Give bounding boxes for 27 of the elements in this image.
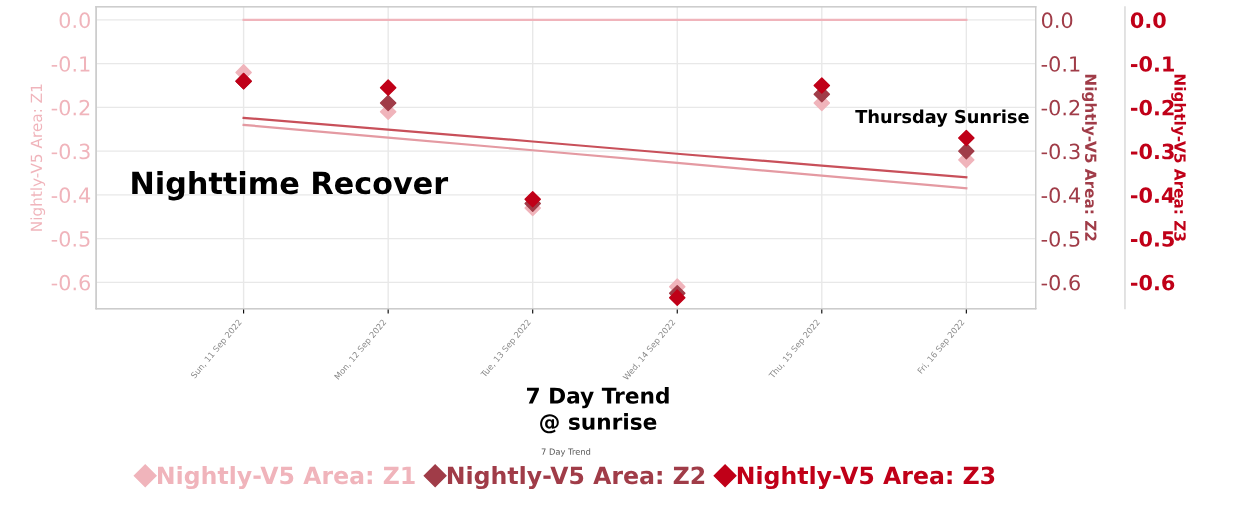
y3-tick-label: -0.6 xyxy=(1130,274,1175,291)
annotation: Thursday Sunrise xyxy=(855,109,1029,127)
y2-tick-label: -0.3 xyxy=(1041,143,1080,160)
y-tick-label: -0.5 xyxy=(51,231,90,247)
y2-tick-label: -0.2 xyxy=(1041,99,1080,116)
y2-tick-label: -0.1 xyxy=(1041,56,1080,72)
y2-tick-label: -0.5 xyxy=(1041,231,1080,247)
y-tick-label: -0.6 xyxy=(51,274,90,291)
legend-label: Nightly-V5 Area: Z3 xyxy=(737,466,995,490)
y3-tick-label: -0.1 xyxy=(1130,56,1174,72)
y-axis-title: Nightly-V5 Area: Z1 xyxy=(30,84,46,231)
y2-tick-label: -0.4 xyxy=(1041,187,1081,204)
y3-tick-label: 0.0 xyxy=(1130,12,1166,29)
y-tick-label: -0.4 xyxy=(51,187,91,204)
y2-axis-title: Nightly-V5 Area: Z2 xyxy=(1081,74,1097,241)
text: 7 Day Trend @ sunrise xyxy=(526,387,669,434)
y3-tick-label: -0.5 xyxy=(1130,231,1174,247)
y-tick-label: -0.2 xyxy=(51,99,90,116)
legend-label: Nightly-V5 Area: Z2 xyxy=(447,466,705,490)
annotation: Nighttime Recover xyxy=(132,170,449,201)
legend-label: Nightly-V5 Area: Z1 xyxy=(158,466,415,490)
y-tick-label: 0.0 xyxy=(59,12,90,29)
y-tick-label: -0.1 xyxy=(51,56,90,72)
y2-tick-label: 0.0 xyxy=(1041,12,1073,29)
y2-tick-label: -0.6 xyxy=(1041,274,1080,291)
y-tick-label: -0.3 xyxy=(51,143,90,160)
text: 7 Day Trend xyxy=(541,448,591,457)
